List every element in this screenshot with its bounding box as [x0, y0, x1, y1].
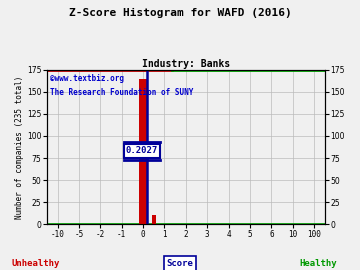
Text: ©www.textbiz.org: ©www.textbiz.org: [50, 74, 123, 83]
Bar: [152, 215, 156, 224]
Title: Industry: Banks: Industry: Banks: [142, 59, 230, 69]
Text: Score: Score: [167, 259, 193, 268]
Text: Healthy: Healthy: [300, 259, 337, 268]
Text: 0.2027: 0.2027: [126, 146, 158, 156]
Text: Z-Score Histogram for WAFD (2016): Z-Score Histogram for WAFD (2016): [69, 8, 291, 18]
Y-axis label: Number of companies (235 total): Number of companies (235 total): [15, 75, 24, 219]
Text: The Research Foundation of SUNY: The Research Foundation of SUNY: [50, 88, 193, 97]
Bar: [139, 79, 147, 224]
Text: Unhealthy: Unhealthy: [12, 259, 60, 268]
